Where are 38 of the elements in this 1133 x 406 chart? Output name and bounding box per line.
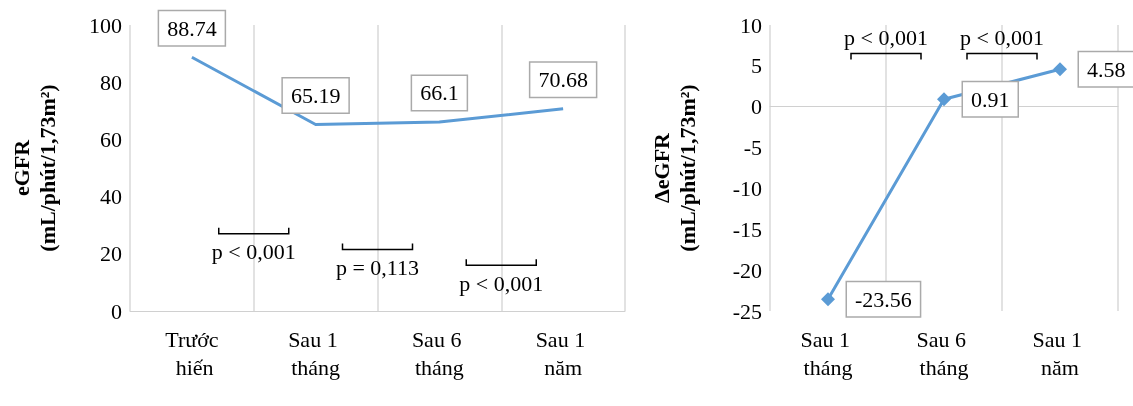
x-tick-label: Sau 1 năm bbox=[535, 326, 591, 380]
y-tick-label: 5 bbox=[751, 53, 762, 79]
point bbox=[937, 92, 951, 107]
x-tick-label: Sau 1 năm bbox=[1032, 326, 1088, 380]
y-tick-label: 10 bbox=[740, 12, 762, 38]
y-axis-title: eGFR (mL/phút/1,73m²) bbox=[8, 84, 60, 252]
y-tick-label: -20 bbox=[732, 257, 762, 283]
data-label: 70.68 bbox=[538, 67, 588, 93]
y-tick-label: 40 bbox=[100, 184, 122, 210]
y-tick-label: -25 bbox=[732, 298, 762, 324]
x-tick-label: Sau 1 tháng bbox=[288, 326, 344, 380]
point bbox=[821, 292, 835, 307]
y-tick-label: 0 bbox=[751, 94, 762, 120]
annotation: p < 0,001 bbox=[211, 239, 296, 265]
data-label: -23.56 bbox=[855, 286, 912, 312]
x-tick-label: Sau 1 tháng bbox=[800, 326, 856, 380]
data-label: 4.58 bbox=[1087, 56, 1126, 82]
annotation: p = 0,113 bbox=[335, 255, 420, 281]
x-tick-label: Sau 6 tháng bbox=[916, 326, 972, 380]
data-label: 65.19 bbox=[290, 83, 341, 109]
data-label: 66.1 bbox=[420, 80, 459, 106]
y-tick-label: 0 bbox=[111, 298, 122, 324]
y-tick-label: -10 bbox=[732, 175, 762, 201]
y-tick-label: 100 bbox=[89, 12, 122, 38]
annotation: p < 0,001 bbox=[844, 25, 928, 51]
annotation: p < 0,001 bbox=[459, 270, 544, 296]
y-tick-label: -5 bbox=[743, 135, 762, 161]
y-tick-label: 20 bbox=[100, 241, 122, 267]
y-tick-label: -15 bbox=[732, 216, 762, 242]
y-tick-label: 80 bbox=[100, 69, 122, 95]
data-label: 88.74 bbox=[167, 15, 217, 41]
y-axis-title: ΔeGFR (mL/phút/1,73m²) bbox=[648, 84, 700, 252]
x-tick-label: Sau 6 tháng bbox=[411, 326, 467, 380]
point bbox=[1053, 62, 1067, 77]
annotation: p < 0,001 bbox=[960, 25, 1044, 51]
x-tick-label: Trước hiến bbox=[165, 326, 219, 380]
data-label: 0.91 bbox=[971, 86, 1010, 112]
y-tick-label: 60 bbox=[100, 126, 122, 152]
